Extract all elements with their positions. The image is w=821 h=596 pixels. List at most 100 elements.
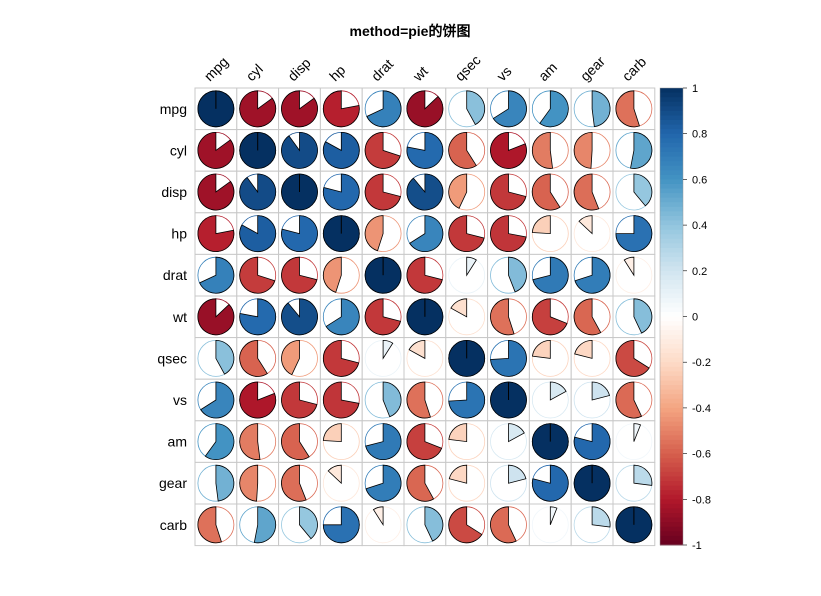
colorbar-segment: [660, 366, 683, 372]
colorbar-segment: [660, 183, 683, 190]
row-label-gear: gear: [159, 475, 187, 491]
row-label-carb: carb: [160, 517, 187, 533]
pie-slice: [365, 464, 402, 502]
pie-cell-drat-mpg: [194, 253, 238, 297]
pie-cell-disp-gear: [570, 170, 614, 214]
colorbar-segment: [660, 188, 683, 194]
colorbar-segment: [660, 311, 683, 317]
colorbar-segment: [660, 362, 683, 368]
col-label-carb: carb: [619, 53, 650, 84]
colorbar-segment: [660, 97, 683, 103]
row-label-vs: vs: [173, 392, 187, 408]
colorbar-segment: [660, 343, 683, 349]
pie-cell-cyl-mpg: [194, 129, 238, 172]
pie-slice: [531, 298, 568, 336]
pie-slice: [490, 215, 527, 252]
pie-slice: [615, 381, 643, 419]
pie-slice: [200, 381, 235, 419]
pie-cell-vs-gear: [570, 378, 614, 422]
pie-slice: [406, 90, 444, 128]
colorbar-segment: [660, 380, 683, 386]
pie-cell-hp-carb: [612, 212, 656, 255]
pie-cell-disp-cyl: [236, 170, 280, 214]
pie-cell-vs-drat: [361, 378, 405, 422]
pie-cell-carb-cyl: [236, 503, 280, 547]
pie-slice: [204, 423, 235, 460]
pie-slice: [508, 256, 527, 293]
colorbar-segment: [660, 458, 683, 464]
colorbar-segment: [660, 206, 683, 212]
colorbar-segment: [660, 407, 683, 413]
pie-cell-mpg-hp: [319, 87, 363, 131]
pie-cell-wt-mpg: [194, 295, 238, 339]
pie-slice: [591, 506, 611, 528]
pie-slice: [573, 131, 593, 169]
pie-cell-qsec-cyl: [236, 337, 280, 380]
pie-slice: [322, 506, 360, 544]
pie-slice: [281, 381, 318, 419]
pie-cell-disp-mpg: [194, 170, 238, 214]
pie-slice: [322, 90, 360, 128]
colorbar-segment: [660, 174, 683, 180]
pie-slice: [327, 464, 342, 485]
pie-slice: [574, 339, 593, 359]
colorbar-segment: [660, 129, 683, 135]
colorbar-segment: [660, 298, 683, 304]
pie-cell-hp-vs: [487, 212, 530, 255]
pie-slice: [406, 423, 443, 460]
colorbar-segment: [660, 161, 683, 167]
pie-slice: [382, 339, 394, 360]
pie-slice: [448, 131, 477, 169]
colorbar-tick-label: -0.2: [692, 357, 711, 369]
pie-slice: [406, 131, 444, 169]
colorbar-segment: [660, 494, 683, 500]
pie-slice: [322, 173, 360, 211]
pie-slice: [406, 464, 435, 502]
colorbar-segment: [660, 133, 683, 139]
colorbar-segment: [660, 266, 683, 272]
pie-cell-disp-qsec: [445, 170, 489, 214]
pie-cell-cyl-drat: [361, 129, 405, 172]
pie-slice: [322, 339, 360, 377]
pie-slice: [215, 339, 235, 375]
pie-cell-disp-vs: [487, 170, 530, 214]
pie-slice: [531, 173, 561, 211]
pie-cell-hp-cyl: [236, 212, 280, 255]
pie-slice: [197, 298, 235, 336]
pie-slice: [508, 423, 525, 443]
pie-cell-gear-qsec: [445, 461, 489, 505]
pie-cell-hp-disp: [278, 212, 321, 255]
colorbar-segment: [660, 535, 683, 541]
colorbar-segment: [660, 522, 683, 528]
pie-slice: [239, 423, 261, 460]
pie-slice: [615, 215, 653, 252]
pie-slice: [633, 464, 653, 486]
colorbar-segment: [660, 119, 683, 126]
colorbar-segment: [660, 439, 683, 445]
pie-cell-disp-drat: [361, 170, 405, 214]
pie-cell-mpg-vs: [487, 87, 530, 131]
colorbar-segment: [660, 115, 683, 121]
row-label-mpg: mpg: [160, 101, 187, 117]
pie-slice: [531, 339, 551, 359]
colorbar-segment: [660, 165, 683, 171]
colorbar-segment: [660, 321, 683, 327]
pie-cell-hp-wt: [403, 212, 447, 255]
colorbar-segment: [660, 398, 683, 404]
pie-cell-qsec-gear: [570, 337, 614, 380]
colorbar-tick-label: 0.6: [692, 174, 707, 186]
pie-slice: [253, 506, 277, 544]
colorbar-segment: [660, 339, 683, 345]
colorbar-segment: [660, 289, 683, 295]
colorbar-segment: [660, 179, 683, 185]
colorbar-segment: [660, 252, 683, 258]
pie-slice: [197, 506, 222, 544]
pie-cell-wt-gear: [570, 295, 614, 339]
pie-cell-carb-mpg: [194, 503, 238, 547]
colorbar-segment: [660, 215, 683, 222]
pie-cell-am-am: [528, 420, 572, 463]
pie-slice: [448, 464, 468, 484]
pie-cell-carb-disp: [278, 503, 321, 547]
pie-slice: [364, 298, 402, 336]
colorbar-segment: [660, 257, 683, 263]
